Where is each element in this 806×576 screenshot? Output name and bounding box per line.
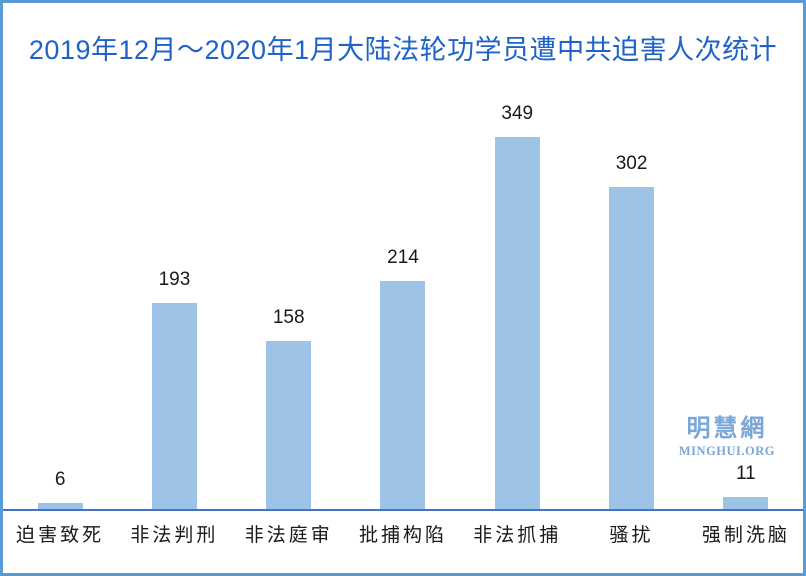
bar (609, 187, 655, 509)
bar-group: 302 (574, 70, 688, 509)
bar-group: 158 (232, 70, 346, 509)
x-axis-tick-label: 非法庭审 (244, 525, 333, 546)
bar-value-label: 349 (501, 103, 534, 125)
bar-value-label: 302 (615, 153, 648, 175)
bar (266, 341, 312, 509)
bar-group: 214 (346, 70, 460, 509)
bar (723, 497, 769, 509)
x-axis-tick-label: 批捕构陷 (358, 525, 447, 546)
bar-group: 11 (689, 70, 803, 509)
x-axis-tick-label: 非法抓捕 (473, 525, 562, 546)
bar-value-label: 193 (158, 269, 191, 291)
bar-value-label: 214 (387, 247, 419, 269)
minghui-watermark: 明慧網 MINGHUI.ORG (679, 417, 775, 458)
bar-value-label: 6 (54, 469, 66, 491)
bar (151, 303, 197, 509)
bar-group: 349 (460, 70, 574, 509)
chart-title: 2019年12月～2020年1月大陆法轮功学员遭中共迫害人次统计 (28, 35, 778, 65)
bar-value-label: 158 (272, 307, 305, 329)
x-axis-line (3, 509, 803, 511)
x-axis-tick-label: 非法判刑 (130, 525, 219, 546)
bar (37, 503, 83, 509)
x-axis-tick-label: 骚扰 (609, 525, 654, 546)
watermark-url-text: MINGHUI.ORG (678, 444, 775, 458)
bar-value-label: 11 (735, 463, 756, 485)
bar (494, 137, 540, 509)
x-axis-tick-label: 迫害致死 (16, 525, 105, 546)
bar-group: 6 (3, 70, 117, 509)
x-axis-tick-label: 强制洗脑 (701, 525, 790, 546)
bar (380, 281, 426, 509)
plot-area: 6 193 158 214 349 302 11 (3, 70, 803, 509)
x-axis-labels: 迫害致死 非法判刑 非法庭审 批捕构陷 非法抓捕 骚扰 强制洗脑 (3, 520, 803, 547)
watermark-chinese-text: 明慧網 (686, 415, 768, 442)
bar-group: 193 (117, 70, 231, 509)
